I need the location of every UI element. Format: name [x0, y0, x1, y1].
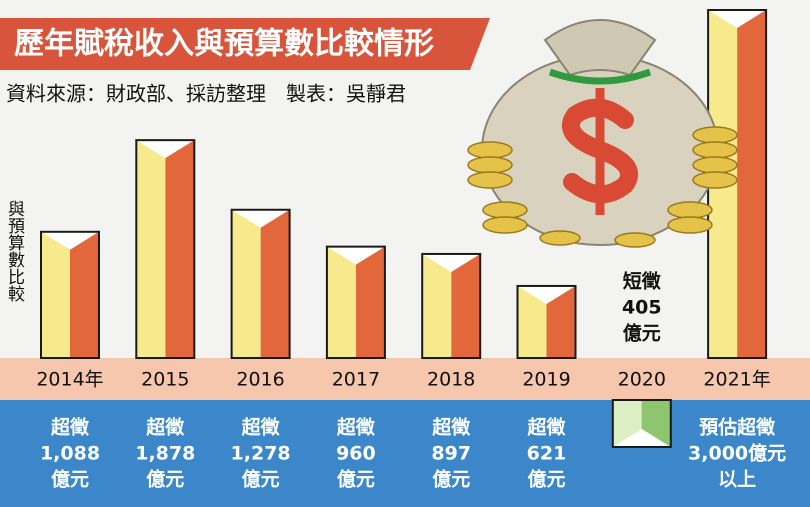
value-label: 預估超徵: [699, 416, 776, 439]
bar-left: [231, 209, 261, 358]
value-label: 960: [336, 443, 376, 465]
value-label: 超徵: [526, 416, 566, 439]
value-label: 1,088: [40, 443, 100, 465]
bars: [40, 9, 768, 448]
value-label: 億元: [623, 322, 661, 345]
value-label: 1,878: [135, 443, 195, 465]
value-label: 億元: [146, 468, 184, 491]
chart-subtitle: 資料來源：財政部、採訪整理 製表：吳靜君: [6, 82, 406, 106]
bar-right: [70, 231, 99, 358]
bar-cap: [41, 231, 99, 250]
bar-right: [165, 140, 195, 358]
value-label: 897: [431, 443, 471, 465]
bar-right: [451, 253, 481, 358]
bar-outline: [325, 245, 386, 359]
chart-title: 歷年賦稅收入與預算數比較情形: [14, 27, 434, 62]
value-label: 超徵: [336, 416, 376, 439]
bar-cap: [422, 253, 481, 272]
bar-outline: [611, 399, 672, 448]
x-tick-label: 2021年: [703, 369, 770, 391]
value-label: 短徵: [623, 270, 662, 293]
bar-right: [355, 246, 385, 358]
x-tick-label: 2015: [141, 369, 189, 391]
bar-cap: [326, 246, 385, 265]
value-label: 億元: [242, 468, 280, 491]
value-label: 1,278: [231, 443, 291, 465]
bar-right: [737, 10, 767, 358]
value-label: 億元: [432, 468, 470, 491]
category-band: [0, 358, 810, 400]
value-label: 億元: [337, 468, 375, 491]
bar-right: [260, 209, 290, 358]
x-tick-label: 2014年: [36, 369, 103, 391]
bar-outline: [516, 284, 577, 359]
value-label: 超徵: [145, 416, 185, 439]
bar-left: [136, 140, 166, 358]
bar-cap: [708, 10, 767, 28]
x-tick-label: 2017: [332, 369, 380, 391]
bag-neck: [543, 19, 657, 77]
label-band: [0, 400, 810, 507]
value-label: 621: [527, 443, 567, 465]
value-label: 以上: [718, 469, 756, 491]
value-label: 3,000億元: [688, 442, 786, 465]
bar-left: [326, 246, 356, 358]
bar-outline: [135, 139, 196, 359]
money-bag: [467, 19, 738, 248]
x-tick-label: 2016: [236, 369, 284, 391]
coins: [467, 126, 738, 248]
bar-left: [422, 253, 452, 358]
bar-cap: [231, 209, 290, 228]
value-label: 405: [622, 297, 662, 319]
x-tick-label: 2019: [522, 369, 570, 391]
y-axis-label: 與預算數比較: [4, 200, 25, 302]
bar-cap: [136, 140, 195, 159]
value-label: 億元: [527, 468, 565, 491]
bar-cap: [612, 428, 671, 447]
bar-outline: [421, 252, 482, 359]
x-tick-label: 2018: [427, 369, 475, 391]
x-tick-label: 2020: [618, 369, 666, 391]
bar-outline: [40, 230, 100, 360]
bar-left: [41, 231, 70, 358]
bar-outline: [230, 208, 291, 359]
bar-cap: [517, 285, 576, 304]
value-label: 超徵: [50, 416, 90, 439]
bag-ribbon: [548, 68, 652, 85]
title-banner: [0, 18, 490, 70]
value-label: 億元: [51, 468, 89, 491]
value-label: 超徵: [241, 416, 281, 439]
value-label: 超徵: [431, 416, 471, 439]
